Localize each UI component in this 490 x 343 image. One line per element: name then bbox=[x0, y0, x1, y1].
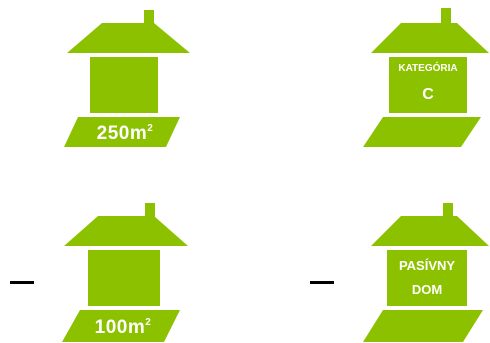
area-value: 100m bbox=[94, 317, 146, 338]
house-category-value: C bbox=[422, 86, 434, 103]
house-chimney bbox=[441, 8, 451, 30]
house-icon-100m2: 100m2 bbox=[60, 198, 190, 342]
house-icon-pasivny-dom: PASÍVNY DOM bbox=[361, 198, 490, 342]
house-floor-plane bbox=[62, 310, 180, 342]
house-area-label: 100m2 bbox=[78, 317, 168, 339]
house-body bbox=[90, 57, 158, 113]
house-100m2-graphic bbox=[62, 203, 188, 342]
house-body bbox=[389, 57, 467, 113]
house-area-label: 250m2 bbox=[80, 123, 170, 145]
house-chimney bbox=[443, 203, 453, 223]
house-roof bbox=[371, 216, 489, 246]
house-floor-plane bbox=[363, 117, 481, 147]
house-kategoria-graphic bbox=[363, 8, 489, 147]
area-value: 250m bbox=[96, 123, 148, 144]
area-unit-exponent: 2 bbox=[147, 123, 154, 134]
house-250m2-graphic bbox=[64, 10, 190, 147]
house-roof bbox=[67, 23, 190, 53]
house-chimney bbox=[144, 10, 154, 30]
house-roof bbox=[64, 216, 188, 246]
house-passive-line1: PASÍVNY bbox=[398, 258, 456, 273]
house-passive-line2: DOM bbox=[411, 282, 443, 297]
area-unit-exponent: 2 bbox=[145, 317, 152, 328]
house-roof bbox=[371, 23, 489, 53]
dash-symbol-right bbox=[310, 281, 334, 284]
dash-symbol-left bbox=[10, 281, 34, 284]
house-body bbox=[387, 250, 467, 306]
house-category-title: KATEGÓRIA bbox=[398, 63, 458, 74]
house-chimney bbox=[145, 203, 155, 223]
house-floor-plane bbox=[64, 117, 180, 147]
house-floor-plane bbox=[363, 310, 483, 342]
house-icon-kategoria-c: KATEGÓRIA C bbox=[361, 5, 490, 147]
house-icon-250m2: 250m2 bbox=[60, 5, 190, 147]
house-pasivny-graphic bbox=[363, 203, 489, 342]
house-body bbox=[88, 250, 160, 306]
